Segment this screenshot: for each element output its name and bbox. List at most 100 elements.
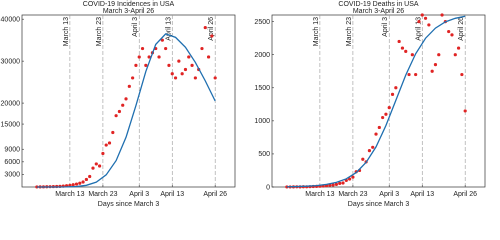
data-point xyxy=(98,164,102,168)
data-point xyxy=(351,175,355,179)
x-tick-label: March 13 xyxy=(55,191,84,198)
y-tick-label: 3000 xyxy=(4,172,20,179)
data-point xyxy=(423,16,428,20)
x-tick-label: March 23 xyxy=(338,191,367,198)
data-point xyxy=(124,97,128,101)
data-point xyxy=(140,46,145,51)
data-point xyxy=(160,38,164,42)
vline-label: April 13 xyxy=(165,17,172,41)
data-point xyxy=(427,23,431,27)
data-point xyxy=(131,76,135,80)
vline-label: April 26 xyxy=(458,17,465,41)
data-point xyxy=(84,177,88,182)
data-point xyxy=(334,182,338,186)
x-tick-label: April 13 xyxy=(160,191,184,198)
vline-label: April 3 xyxy=(132,17,139,37)
y-tick-label: 2500 xyxy=(254,19,270,26)
data-point xyxy=(338,181,342,185)
data-point xyxy=(173,76,178,80)
data-point xyxy=(210,34,214,38)
data-point xyxy=(453,53,457,57)
data-point xyxy=(167,63,171,67)
data-point xyxy=(114,114,118,118)
data-point xyxy=(414,72,418,77)
data-point xyxy=(420,13,424,17)
data-point xyxy=(400,46,405,50)
y-tick-label: 6000 xyxy=(4,159,20,166)
plot-frame xyxy=(21,14,236,188)
data-point xyxy=(187,55,191,59)
y-tick-label: 1500 xyxy=(254,85,270,92)
y-tick-label: 2000 xyxy=(254,52,270,59)
data-point xyxy=(137,55,141,59)
data-point xyxy=(206,55,211,59)
data-point xyxy=(381,115,385,120)
data-point xyxy=(81,180,85,184)
data-point xyxy=(394,86,398,90)
data-point xyxy=(111,130,115,135)
data-point xyxy=(377,125,381,130)
chart-subtitle: March 3-April 26 xyxy=(103,8,154,15)
data-point xyxy=(450,33,454,37)
x-tick-label: April 13 xyxy=(410,191,434,198)
data-point xyxy=(78,181,82,185)
vline-label: March 13 xyxy=(63,17,70,46)
data-point xyxy=(200,46,204,51)
data-point xyxy=(410,53,414,57)
data-point xyxy=(460,72,464,77)
data-point xyxy=(417,20,421,24)
data-point xyxy=(147,55,151,59)
data-point xyxy=(170,72,174,76)
data-point xyxy=(390,92,395,96)
data-point xyxy=(341,181,345,185)
data-point xyxy=(456,46,461,50)
data-point xyxy=(203,25,207,30)
data-point xyxy=(121,103,125,107)
data-point xyxy=(157,55,161,59)
x-tick-label: March 23 xyxy=(88,191,117,198)
data-point xyxy=(183,67,188,72)
data-point xyxy=(213,76,217,80)
y-tick-label: 30000 xyxy=(1,58,21,65)
chart-title: COVID-19 Incidences in USA xyxy=(83,1,175,8)
data-point xyxy=(74,182,79,186)
vline-label: April 13 xyxy=(415,17,422,41)
data-point xyxy=(463,109,467,113)
vline-label: April 3 xyxy=(382,17,389,37)
data-point xyxy=(384,112,388,116)
data-point xyxy=(374,132,378,136)
data-point xyxy=(177,59,181,63)
data-point xyxy=(164,46,168,51)
x-tick-label: April 3 xyxy=(129,191,149,198)
data-point xyxy=(361,157,365,161)
y-tick-label: 40000 xyxy=(1,16,21,23)
vline-label: March 13 xyxy=(313,17,320,46)
data-point xyxy=(94,162,98,166)
data-point xyxy=(331,183,335,187)
y-tick-label: 1000 xyxy=(254,118,270,125)
y-tick-label: 0 xyxy=(266,184,270,191)
x-tick-label: March 13 xyxy=(305,191,334,198)
y-tick-label: 9000 xyxy=(4,147,20,154)
data-point xyxy=(144,63,148,67)
data-point xyxy=(117,109,122,114)
data-point xyxy=(348,177,352,181)
data-point xyxy=(107,141,112,145)
plot-frame xyxy=(271,14,486,188)
fit-curve xyxy=(286,15,466,188)
data-point xyxy=(104,143,108,147)
data-point xyxy=(71,183,75,187)
vline-label: April 26 xyxy=(208,17,215,41)
data-point xyxy=(134,63,138,67)
x-tick-label: April 3 xyxy=(379,191,399,198)
data-point xyxy=(180,72,184,76)
data-point xyxy=(404,49,408,53)
y-tick-label: 20000 xyxy=(1,100,21,107)
x-tick-label: April 26 xyxy=(203,191,227,198)
vline-label: March 23 xyxy=(346,17,353,46)
data-point xyxy=(371,145,375,149)
data-point xyxy=(387,106,391,110)
fit-curve xyxy=(36,33,216,188)
